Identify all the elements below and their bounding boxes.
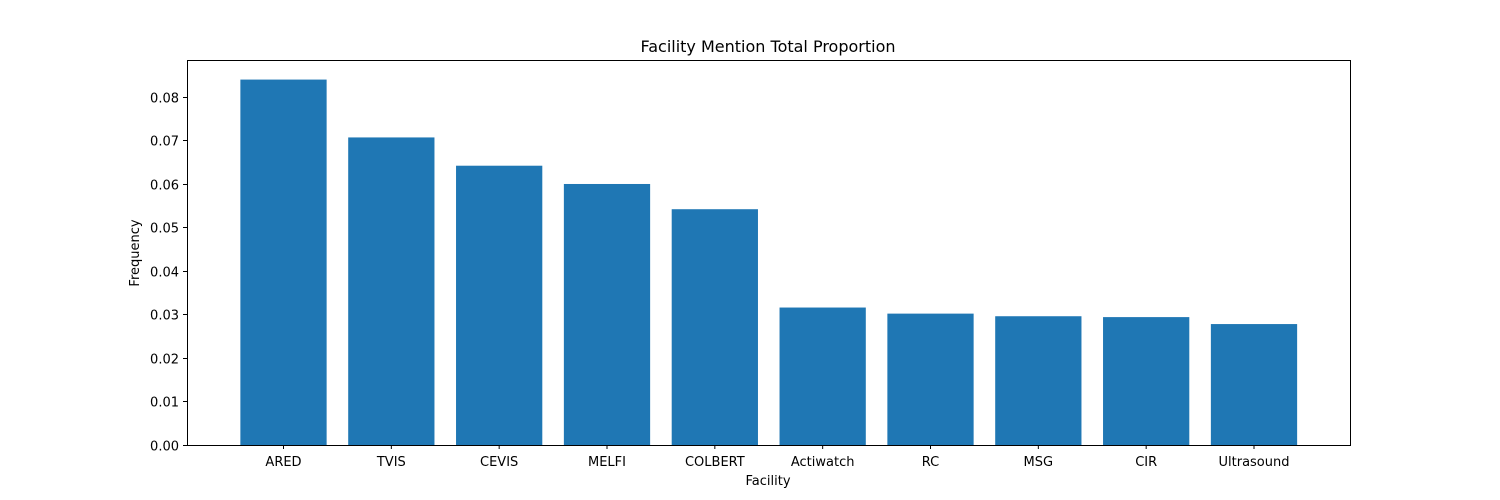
chart-title: Facility Mention Total Proportion xyxy=(640,37,895,56)
bar-colbert xyxy=(671,209,758,445)
bar-ultrasound xyxy=(1210,324,1298,445)
y-tick-label: 0.03 xyxy=(150,309,179,324)
bar-cir xyxy=(1103,317,1190,445)
y-tick-label: 0.04 xyxy=(150,266,179,281)
bar-rc xyxy=(887,313,974,445)
x-tick-label: RC xyxy=(922,455,939,470)
plot-frame xyxy=(187,60,1351,446)
y-axis-label: Frequency xyxy=(128,219,143,286)
y-tick-label: 0.02 xyxy=(150,353,179,368)
x-tick-label: ARED xyxy=(265,455,301,470)
bar-tvis xyxy=(348,137,435,445)
x-tick-label: MSG xyxy=(1024,455,1054,470)
x-axis-ticks: ARED TVIS CEVIS MELFI COLBERT Actiwatch RC MSG C… xyxy=(265,445,1290,470)
x-axis-label: Facility xyxy=(745,474,790,489)
bar-msg xyxy=(995,316,1082,445)
x-tick-label: Ultrasound xyxy=(1219,455,1290,470)
y-tick-label: 0.00 xyxy=(150,440,179,455)
x-tick-label: COLBERT xyxy=(685,455,745,470)
bar-actiwatch xyxy=(779,307,866,445)
bar-melfi xyxy=(563,183,651,446)
y-tick-label: 0.01 xyxy=(150,396,179,411)
bar-cevis xyxy=(456,165,543,446)
bars xyxy=(240,79,1298,446)
x-tick-label: CIR xyxy=(1135,455,1157,470)
bar-ared xyxy=(240,79,327,446)
y-axis-ticks: 0.00 0.01 0.02 0.03 0.04 0.05 0.06 0.07 0.08 xyxy=(150,92,187,455)
y-tick-label: 0.08 xyxy=(150,92,179,107)
y-tick-label: 0.05 xyxy=(150,222,179,237)
x-tick-label: MELFI xyxy=(588,455,626,470)
y-tick-label: 0.07 xyxy=(150,135,179,150)
x-tick-label: Actiwatch xyxy=(791,455,855,470)
x-tick-label: TVIS xyxy=(376,455,406,470)
y-tick-label: 0.06 xyxy=(150,179,179,194)
x-tick-label: CEVIS xyxy=(480,455,518,470)
